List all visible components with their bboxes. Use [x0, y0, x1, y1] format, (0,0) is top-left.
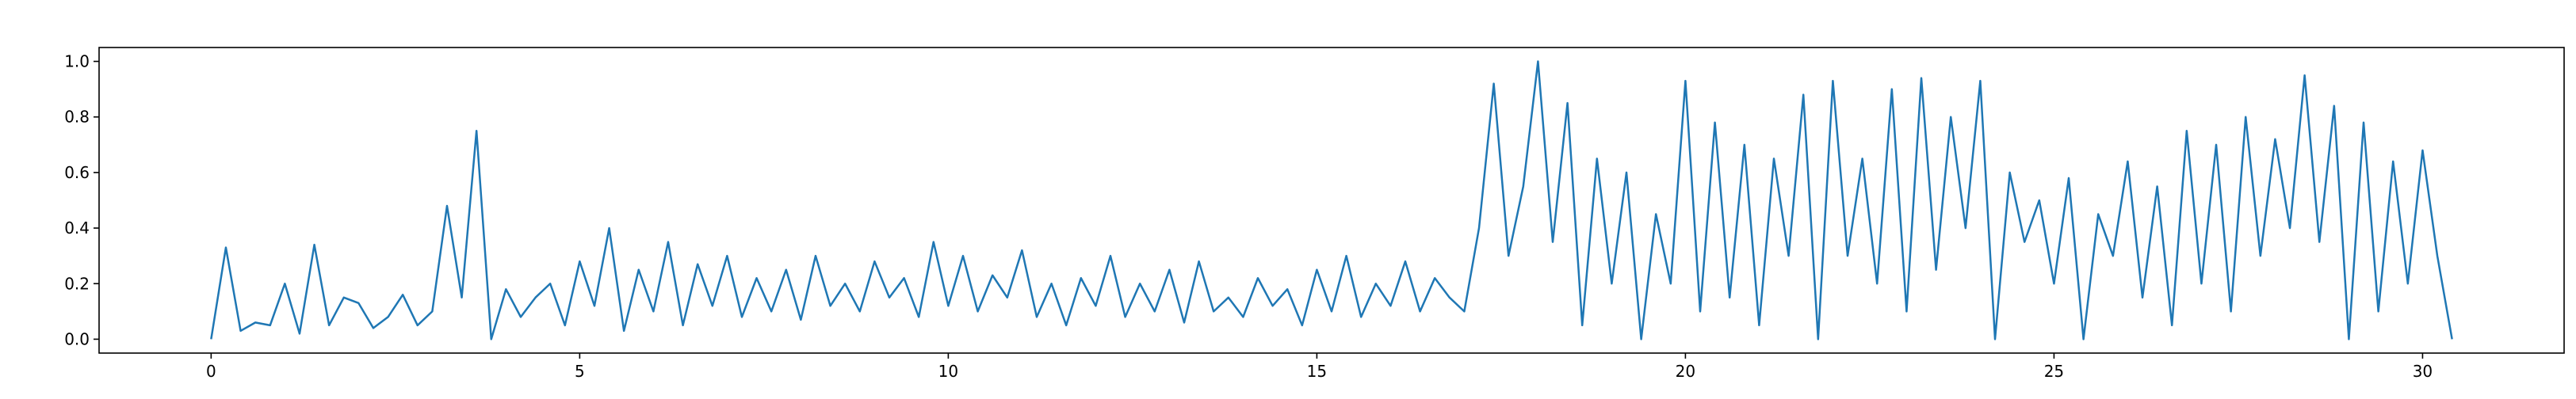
y-tick-label: 0.8 — [64, 108, 90, 127]
x-tick-label: 0 — [206, 362, 216, 381]
y-tick-label: 0.2 — [64, 274, 90, 293]
y-tick-label: 0.4 — [64, 218, 90, 238]
y-tick-label: 0.0 — [64, 329, 90, 348]
y-tick-label: 1.0 — [64, 52, 90, 71]
y-tick-label: 0.6 — [64, 163, 90, 182]
x-tick-label: 20 — [1676, 362, 1695, 381]
x-tick-label: 25 — [2044, 362, 2064, 381]
x-tick-label: 5 — [575, 362, 585, 381]
plot-frame — [98, 47, 2565, 354]
x-tick-label: 15 — [1307, 362, 1327, 381]
data-line — [210, 60, 2453, 340]
x-tick-label: 30 — [2413, 362, 2433, 381]
x-tick-label: 10 — [938, 362, 958, 381]
